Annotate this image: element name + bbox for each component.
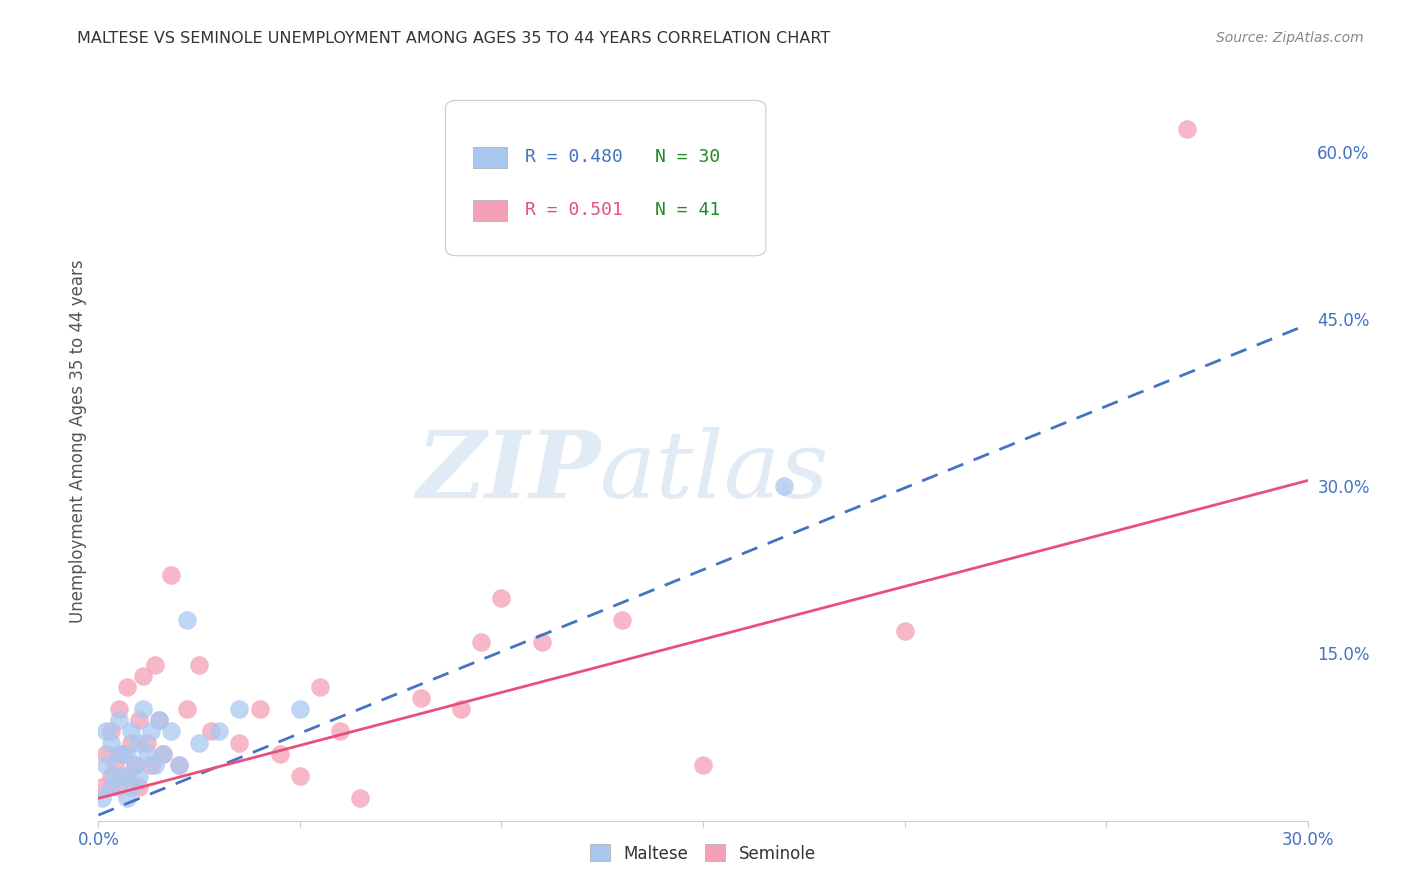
Point xyxy=(893,624,915,639)
Point xyxy=(329,724,352,739)
Point xyxy=(115,680,138,694)
Point xyxy=(132,669,155,683)
Point xyxy=(143,657,166,672)
Point xyxy=(470,635,492,649)
Point xyxy=(530,635,553,649)
Point xyxy=(208,724,231,739)
Point xyxy=(160,724,183,739)
Point xyxy=(152,747,174,761)
FancyBboxPatch shape xyxy=(446,100,766,256)
Point xyxy=(107,714,129,728)
Point xyxy=(120,724,142,739)
Legend: Maltese, Seminole: Maltese, Seminole xyxy=(583,838,823,869)
Point xyxy=(124,758,146,772)
Point xyxy=(148,714,170,728)
Point xyxy=(128,769,150,783)
Point xyxy=(772,479,794,493)
Point xyxy=(139,758,162,772)
Point xyxy=(228,702,250,716)
Point xyxy=(188,735,211,749)
Point xyxy=(491,591,513,605)
Point xyxy=(176,613,198,627)
Point xyxy=(96,747,118,761)
Point xyxy=(115,769,138,783)
Point xyxy=(111,747,134,761)
Point xyxy=(128,780,150,795)
Point xyxy=(148,714,170,728)
Point xyxy=(124,758,146,772)
Point xyxy=(176,702,198,716)
Point xyxy=(167,758,190,772)
Point xyxy=(128,735,150,749)
Point xyxy=(143,758,166,772)
Text: ZIP: ZIP xyxy=(416,427,600,516)
Point xyxy=(269,747,291,761)
Text: MALTESE VS SEMINOLE UNEMPLOYMENT AMONG AGES 35 TO 44 YEARS CORRELATION CHART: MALTESE VS SEMINOLE UNEMPLOYMENT AMONG A… xyxy=(77,31,831,46)
FancyBboxPatch shape xyxy=(474,146,508,168)
Point xyxy=(188,657,211,672)
Point xyxy=(111,769,134,783)
Point xyxy=(91,780,114,795)
Point xyxy=(135,735,157,749)
Point xyxy=(200,724,222,739)
Point xyxy=(160,568,183,582)
Point xyxy=(228,735,250,749)
Point xyxy=(135,747,157,761)
Point xyxy=(288,702,311,716)
Point xyxy=(309,680,332,694)
Point xyxy=(91,791,114,805)
Text: Source: ZipAtlas.com: Source: ZipAtlas.com xyxy=(1216,31,1364,45)
Point xyxy=(107,747,129,761)
Point xyxy=(167,758,190,772)
Text: N = 41: N = 41 xyxy=(655,202,720,219)
Point xyxy=(152,747,174,761)
Point xyxy=(120,735,142,749)
Point xyxy=(120,780,142,795)
Point xyxy=(96,758,118,772)
Point xyxy=(96,724,118,739)
Point xyxy=(249,702,271,716)
Point xyxy=(612,613,634,627)
Point xyxy=(100,724,122,739)
Point xyxy=(107,780,129,795)
Point xyxy=(288,769,311,783)
Point xyxy=(128,714,150,728)
Point xyxy=(115,791,138,805)
Text: atlas: atlas xyxy=(600,427,830,516)
Point xyxy=(100,735,122,749)
Text: N = 30: N = 30 xyxy=(655,148,720,166)
Point xyxy=(349,791,371,805)
Text: R = 0.501: R = 0.501 xyxy=(526,202,623,219)
Point xyxy=(450,702,472,716)
Point xyxy=(139,724,162,739)
Point xyxy=(100,780,122,795)
Point xyxy=(103,769,125,783)
Point xyxy=(107,702,129,716)
Point xyxy=(100,769,122,783)
Point xyxy=(132,702,155,716)
Point xyxy=(103,758,125,772)
Point xyxy=(692,758,714,772)
Point xyxy=(409,690,432,705)
Text: R = 0.480: R = 0.480 xyxy=(526,148,623,166)
Point xyxy=(1175,122,1198,136)
Y-axis label: Unemployment Among Ages 35 to 44 years: Unemployment Among Ages 35 to 44 years xyxy=(69,260,87,624)
FancyBboxPatch shape xyxy=(474,200,508,221)
Point xyxy=(115,747,138,761)
